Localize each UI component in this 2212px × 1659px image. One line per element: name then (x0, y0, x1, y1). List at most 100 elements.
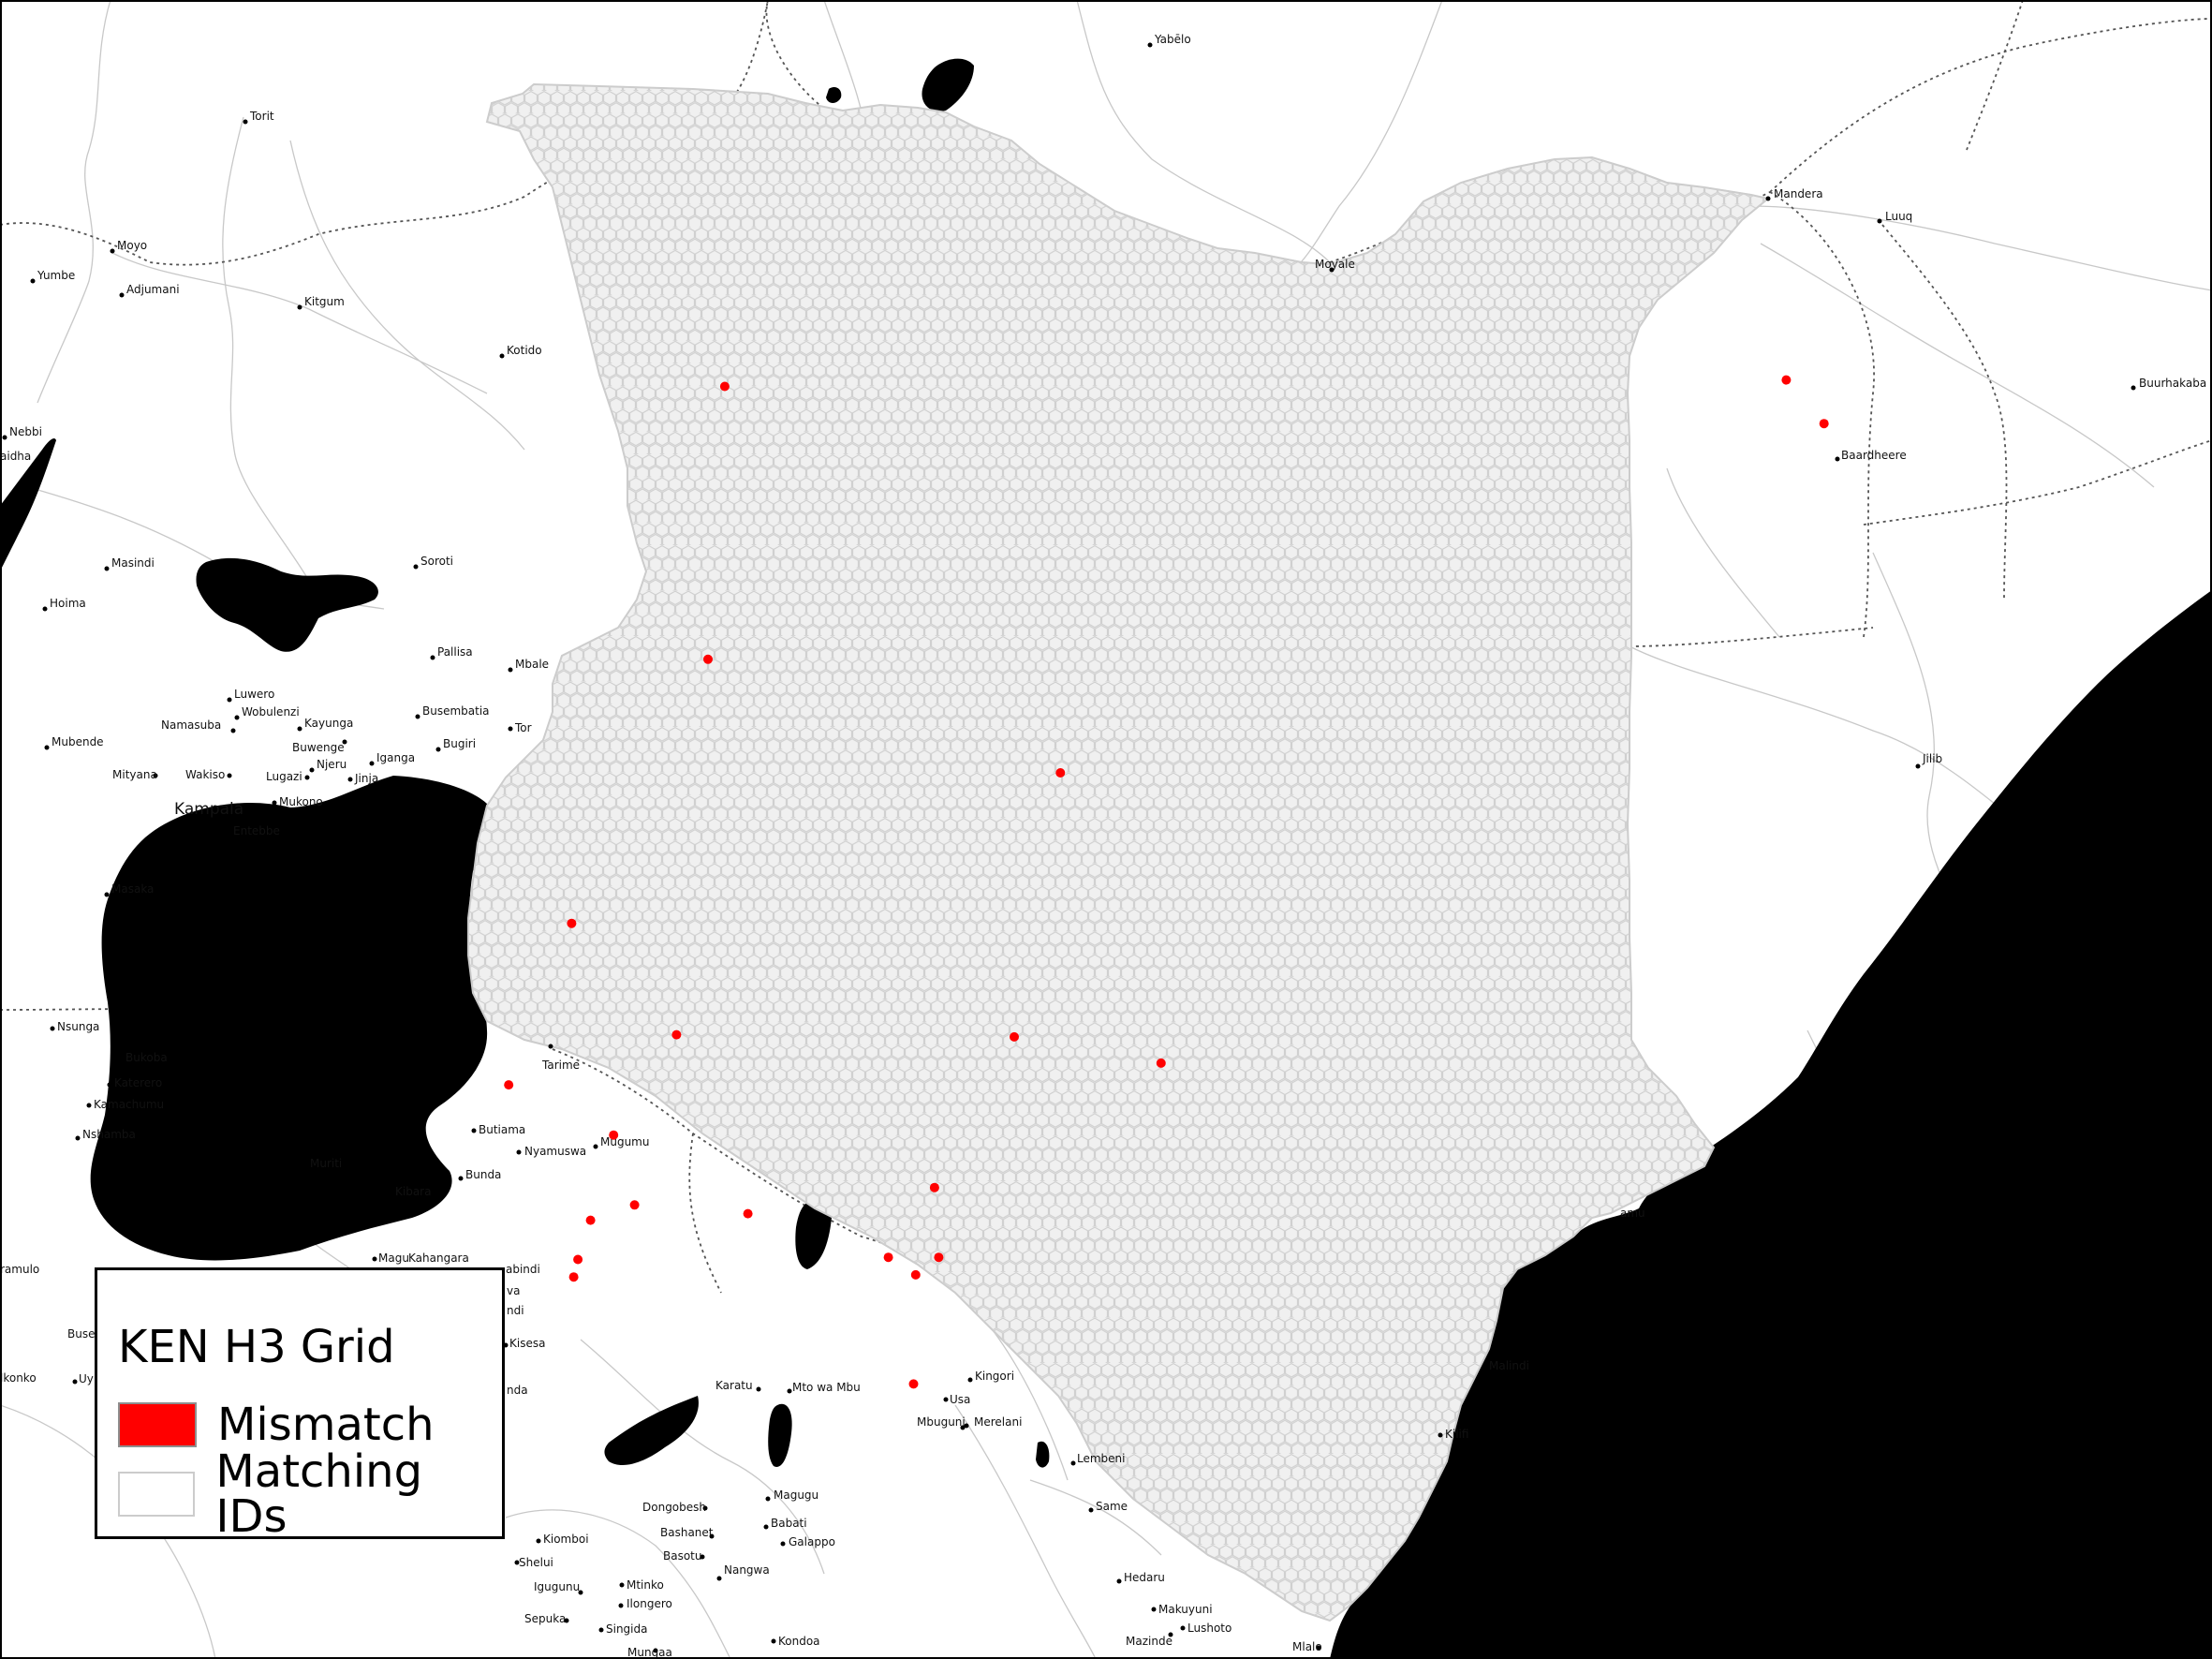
mismatch-marker[interactable] (703, 654, 713, 664)
place-kiomboi[interactable]: Kiomboi (536, 1533, 589, 1546)
mismatch-marker[interactable] (1156, 1058, 1166, 1068)
place-lugazi[interactable]: Lugazi (266, 770, 310, 783)
place-pallisa[interactable]: Pallisa (430, 645, 473, 660)
place-igugunu[interactable]: Igugunu (534, 1580, 583, 1595)
place-shelui[interactable]: Shelui (514, 1556, 553, 1569)
place-same[interactable]: Same (1088, 1500, 1128, 1513)
mismatch-marker[interactable] (743, 1208, 753, 1219)
place-mubende[interactable]: Mubende (44, 735, 104, 750)
place-kondoa[interactable]: Kondoa (771, 1635, 820, 1648)
place-uy[interactable]: Uy (72, 1372, 94, 1385)
place-magugu[interactable]: Magugu (765, 1489, 819, 1502)
place-yumbe[interactable]: Yumbe (30, 269, 76, 284)
place-magu[interactable]: Magu (372, 1252, 409, 1265)
mismatch-marker[interactable] (910, 1269, 921, 1280)
place-galappo[interactable]: Galappo (780, 1535, 835, 1548)
place-nebbi[interactable]: Nebbi (2, 425, 42, 440)
place-torit[interactable]: Torit (243, 110, 274, 125)
place-mugumu[interactable]: Mugumu (593, 1135, 650, 1149)
mismatch-marker[interactable] (671, 1029, 682, 1040)
place-lamu[interactable]: amu (1620, 1207, 1645, 1220)
place-muriti[interactable]: Muriti (302, 1157, 343, 1170)
mismatch-marker[interactable] (719, 381, 730, 392)
mismatch-marker[interactable] (573, 1254, 583, 1265)
place-masaka[interactable]: Masaka (104, 882, 155, 897)
place-bugiri[interactable]: Bugiri (435, 737, 477, 752)
place-wobulenzi[interactable]: Wobulenzi (234, 705, 300, 720)
place-hedaru[interactable]: Hedaru (1116, 1571, 1165, 1584)
mismatch-marker[interactable] (934, 1252, 944, 1263)
place-nangwa[interactable]: Nangwa (716, 1563, 770, 1581)
place-bukoba[interactable]: Bukoba (118, 1051, 168, 1064)
place-buwenge[interactable]: Buwenge (292, 739, 347, 755)
place-bashanet[interactable]: Bashanet (660, 1526, 715, 1539)
place-babati[interactable]: Babati (763, 1517, 807, 1530)
mismatch-marker[interactable] (1781, 375, 1792, 385)
mismatch-marker[interactable] (1055, 768, 1066, 778)
place-makuyuni[interactable]: Makuyuni (1151, 1603, 1213, 1616)
place-mazinde[interactable]: Mazinde (1126, 1632, 1173, 1649)
place-lembeni[interactable]: Lembeni (1070, 1452, 1126, 1466)
place-va[interactable]: va (507, 1284, 520, 1297)
place-nshamba[interactable]: Nshamba (75, 1128, 136, 1141)
place-mlalo[interactable]: Mlalo (1292, 1640, 1322, 1653)
mismatch-marker[interactable] (568, 1272, 579, 1282)
place-jilib[interactable]: Jilib (1915, 752, 1943, 769)
place-basotu[interactable]: Basotu (663, 1549, 705, 1563)
place-kamachumu[interactable]: Kamachumu (86, 1098, 165, 1111)
place-katerero[interactable]: Katerero (107, 1076, 163, 1089)
place-singida[interactable]: Singida (598, 1622, 648, 1636)
place-kingori[interactable]: Kingori (967, 1370, 1015, 1383)
place-mukono[interactable]: Mukono (272, 795, 323, 808)
place-nda[interactable]: nda (507, 1384, 528, 1397)
place-wakiso[interactable]: Wakiso (185, 768, 232, 781)
place-bunda[interactable]: Bunda (458, 1168, 502, 1181)
place-aidha[interactable]: aidha (0, 450, 31, 463)
place-yabelo[interactable]: Yabēlo (1147, 33, 1191, 48)
place-nsunga[interactable]: Nsunga (50, 1020, 100, 1033)
place-masindi[interactable]: Masindi (104, 556, 155, 571)
mismatch-marker[interactable] (1819, 419, 1829, 429)
place-tarime[interactable]: Tarime (541, 1044, 580, 1073)
mismatch-marker[interactable] (609, 1130, 619, 1140)
place-mtowambu[interactable]: Mto wa Mbu (787, 1381, 861, 1394)
place-jinja[interactable]: Jinja (347, 772, 379, 785)
place-buse[interactable]: Buse (67, 1327, 95, 1341)
mismatch-marker[interactable] (629, 1200, 640, 1210)
place-ilongero[interactable]: Ilongero (618, 1597, 672, 1610)
mismatch-marker[interactable] (883, 1252, 893, 1263)
place-mbuguni[interactable]: Mbuguni (917, 1415, 966, 1430)
place-kilifi[interactable]: Kilifi (1438, 1428, 1469, 1441)
place-butiama[interactable]: Butiama (471, 1123, 526, 1136)
place-hoima[interactable]: Hoima (42, 597, 86, 612)
place-baardheere[interactable]: Baardheere (1835, 449, 1907, 462)
place-sepuka[interactable]: Sepuka (524, 1612, 569, 1625)
mismatch-marker[interactable] (908, 1379, 919, 1389)
mismatch-marker[interactable] (1010, 1031, 1019, 1042)
place-kahangara[interactable]: Kahangara (408, 1252, 469, 1265)
place-merelani[interactable]: Merelani (964, 1415, 1023, 1429)
place-mityana[interactable]: Mityana (112, 768, 158, 781)
place-adjumani[interactable]: Adjumani (119, 283, 180, 298)
place-luuq[interactable]: Luuq (1877, 210, 1913, 224)
place-namasuba[interactable]: Namasuba (161, 718, 236, 733)
place-mtinko[interactable]: Mtinko (619, 1578, 664, 1592)
place-buurhakaba[interactable]: Buurhakaba (2131, 377, 2207, 391)
place-mungaa[interactable]: Mungaa (627, 1646, 672, 1659)
place-mbale[interactable]: Mbale (508, 658, 550, 673)
place-njeru[interactable]: Njeru (309, 758, 347, 773)
place-moyale[interactable]: Moyale (1315, 258, 1355, 273)
place-malindi[interactable]: Malindi (1482, 1359, 1529, 1372)
place-tororo[interactable]: Tor (508, 721, 532, 734)
place-luwero[interactable]: Luwero (227, 688, 275, 703)
place-busembatia[interactable]: Busembatia (415, 704, 490, 719)
place-nyamuswa[interactable]: Nyamuswa (516, 1145, 587, 1158)
place-entebbe[interactable]: Entebbe (226, 824, 280, 837)
place-kibara[interactable]: Kibara (389, 1185, 432, 1198)
place-kitgum[interactable]: Kitgum (297, 295, 345, 310)
place-kayunga[interactable]: Kayunga (297, 717, 354, 732)
place-moyo[interactable]: Moyo (110, 239, 148, 254)
place-usa[interactable]: Usa (943, 1393, 971, 1406)
place-kisesa[interactable]: Kisesa (503, 1337, 546, 1350)
